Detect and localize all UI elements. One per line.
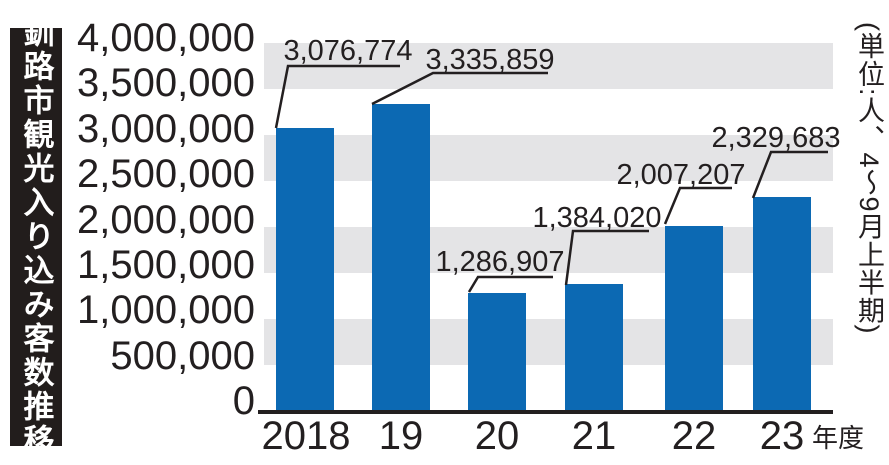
x-tick-label: 22: [672, 414, 717, 458]
x-tick-label: 20: [475, 414, 520, 458]
x-tick-label: 21: [572, 414, 617, 458]
leader-lines: [274, 64, 828, 293]
y-tick-label: 500,000: [110, 334, 255, 378]
bar-19: [372, 104, 430, 411]
chart-title: 釧路市観光入り込み客数推移: [18, 16, 54, 458]
unit-note: (単位:人、4〜9月上半期): [854, 22, 884, 452]
y-tick-label: 1,500,000: [77, 243, 255, 287]
y-tick-label: 0: [233, 379, 255, 423]
y-tick-label: 3,000,000: [77, 107, 255, 151]
leader-line: [663, 186, 732, 225]
y-tick-label: 2,000,000: [77, 198, 255, 242]
bar-2018: [276, 128, 334, 411]
y-tick-label: 3,500,000: [77, 61, 255, 105]
grid-band: [264, 319, 833, 365]
leader-line: [371, 71, 548, 106]
x-tick-label: 23: [760, 414, 805, 458]
value-label: 2,329,683: [711, 122, 840, 154]
bar-20: [468, 293, 526, 411]
y-tick-label: 2,500,000: [77, 152, 255, 196]
bar-21: [565, 284, 623, 411]
value-label: 1,384,020: [532, 202, 661, 234]
value-labels: 3,076,774 3,335,859 1,286,907 1,384,020 …: [283, 35, 840, 278]
x-tick-label: 19: [379, 414, 424, 458]
chart-title-banner: 釧路市観光入り込み客数推移: [10, 16, 62, 458]
bar-22: [665, 226, 723, 411]
x-axis-unit-label: 年度: [812, 423, 864, 453]
y-tick-label: 1,000,000: [77, 288, 255, 332]
x-axis-line: [258, 410, 833, 414]
grid-band: [264, 227, 833, 273]
x-tick-label: 2018: [262, 414, 351, 458]
x-axis: 2018 19 20 21 22 23 年度: [262, 414, 865, 458]
grid-band: [264, 135, 833, 181]
value-label: 2,007,207: [616, 159, 745, 191]
unit-note-text: (単位:人、4〜9月上半期): [854, 22, 884, 335]
grid-bands: [264, 43, 833, 365]
leader-line: [751, 150, 828, 199]
leader-line: [564, 229, 649, 286]
leader-line: [274, 64, 400, 129]
y-axis: 4,000,000 3,500,000 3,000,000 2,500,000 …: [77, 16, 255, 423]
bars-group: [276, 104, 811, 411]
leader-line: [467, 275, 553, 293]
value-label: 3,076,774: [283, 35, 412, 67]
y-tick-label: 4,000,000: [77, 16, 255, 60]
bar-23: [753, 197, 811, 411]
value-label: 3,335,859: [425, 44, 554, 76]
value-label: 1,286,907: [435, 246, 564, 278]
